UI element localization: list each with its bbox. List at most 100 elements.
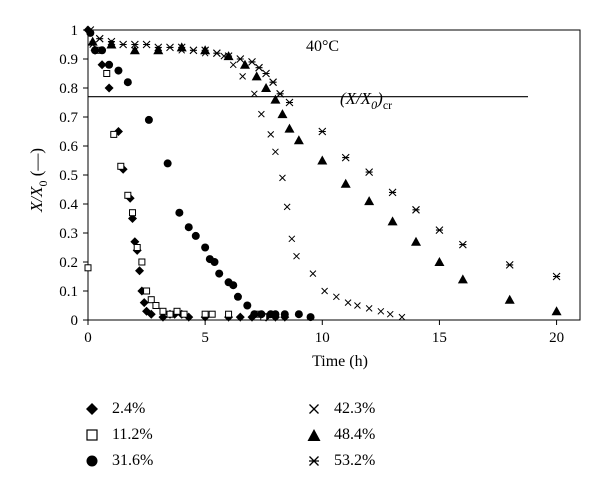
diamond-data-point bbox=[146, 309, 156, 319]
legend-label: 42.3% bbox=[334, 400, 376, 417]
y-tick-label: 0.1 bbox=[59, 284, 78, 300]
square-data-point bbox=[225, 310, 233, 318]
asterisk-data-point bbox=[269, 78, 277, 87]
asterisk-data-point bbox=[552, 272, 561, 281]
circle-data-point bbox=[191, 231, 200, 240]
asterisk-data-point bbox=[435, 226, 444, 234]
y-tick-label: 0.5 bbox=[59, 168, 78, 184]
square-data-point bbox=[147, 296, 155, 304]
legend-label: 48.4% bbox=[334, 426, 376, 443]
triangle-data-point bbox=[387, 216, 398, 226]
triangle-data-point bbox=[411, 236, 421, 246]
legend-item-11-2: 11.2% bbox=[84, 426, 153, 444]
square-data-point bbox=[133, 244, 141, 251]
circle-data-point bbox=[280, 310, 289, 319]
square-marker-icon bbox=[86, 429, 98, 441]
triangle-data-point bbox=[457, 274, 468, 284]
cross-data-point bbox=[344, 299, 352, 306]
diamond-data-point bbox=[139, 298, 149, 308]
circle-data-point bbox=[144, 115, 153, 124]
cross-data-point bbox=[354, 302, 361, 309]
circle-data-point bbox=[250, 310, 259, 319]
diamond-marker-icon bbox=[86, 403, 98, 415]
square-data-point bbox=[129, 209, 137, 217]
asterisk-data-point bbox=[224, 52, 233, 60]
x-tick-label: 0 bbox=[84, 330, 92, 346]
asterisk-data-point bbox=[107, 37, 116, 46]
circle-data-point bbox=[271, 310, 280, 319]
square-data-point bbox=[117, 162, 125, 170]
cross-data-point bbox=[288, 235, 296, 243]
square-data-point bbox=[166, 310, 174, 318]
y-tick-label: 0 bbox=[71, 313, 79, 329]
legend-item-53-2: 53.2% bbox=[306, 452, 375, 470]
legend-label: 31.6% bbox=[112, 452, 154, 469]
diamond-data-point bbox=[104, 83, 114, 93]
triangle-data-point bbox=[106, 39, 117, 49]
legend-label: 53.2% bbox=[334, 452, 376, 469]
circle-data-point bbox=[215, 269, 224, 278]
square-data-point bbox=[84, 264, 92, 272]
triangle-data-point bbox=[340, 178, 351, 188]
asterisk-data-point bbox=[236, 55, 245, 63]
cross-data-point bbox=[279, 174, 286, 182]
axis-ticks: 0 5 10 15 20 0 0.1 0.2 0.3 0.4 0.5 0.6 0.7 0.8 0.9 1 bbox=[59, 23, 564, 346]
cross-data-point bbox=[377, 307, 385, 315]
circle-data-point bbox=[257, 310, 266, 319]
circle-data-point bbox=[233, 292, 242, 301]
x-tick-label: 15 bbox=[432, 330, 447, 346]
y-tick-label: 0.2 bbox=[59, 255, 78, 271]
triangle-data-point bbox=[270, 94, 281, 104]
legend-item-2-4: 2.4% bbox=[84, 400, 145, 418]
asterisk-data-point bbox=[458, 240, 467, 249]
asterisk-data-point bbox=[365, 168, 374, 176]
circle-data-point bbox=[294, 310, 303, 319]
asterisk-data-point bbox=[189, 46, 198, 55]
asterisk-data-point bbox=[177, 43, 186, 52]
square-data-point bbox=[201, 310, 209, 318]
square-data-point bbox=[173, 307, 181, 315]
legend-label: 2.4% bbox=[112, 400, 146, 417]
square-data-point bbox=[152, 302, 160, 309]
legend-label: 11.2% bbox=[112, 426, 153, 443]
diamond-data-point bbox=[128, 214, 138, 223]
y-tick-label: 0.3 bbox=[59, 226, 78, 242]
plot-frame bbox=[87, 29, 581, 321]
cross-data-point bbox=[239, 73, 246, 80]
triangle-data-point bbox=[364, 196, 375, 206]
critical-ratio-label: (X/X0)cr bbox=[340, 89, 392, 112]
circle-data-point bbox=[98, 46, 107, 55]
asterisk-data-point bbox=[154, 43, 163, 52]
circle-data-point bbox=[86, 28, 95, 37]
x-tick-label: 5 bbox=[201, 330, 209, 346]
asterisk-data-point bbox=[255, 63, 263, 72]
asterisk-data-point bbox=[262, 69, 270, 78]
triangle-data-point bbox=[551, 306, 562, 316]
triangle-data-point bbox=[277, 109, 288, 119]
y-tick-label: 0.6 bbox=[59, 139, 78, 155]
y-tick-label: 0.4 bbox=[59, 197, 78, 213]
triangle-data-point bbox=[239, 59, 250, 69]
cross-data-point bbox=[332, 293, 340, 301]
asterisk-data-point bbox=[388, 188, 397, 197]
cross-data-point bbox=[283, 203, 291, 211]
asterisk-data-point bbox=[341, 153, 350, 162]
cross-data-point bbox=[267, 131, 275, 138]
circle-data-point bbox=[175, 208, 184, 217]
asterisk-data-point bbox=[276, 89, 285, 98]
circle-data-point bbox=[184, 223, 193, 232]
legend-item-48-4: 48.4% bbox=[306, 426, 375, 444]
cross-data-point bbox=[321, 287, 328, 295]
y-tick-label: 1 bbox=[71, 23, 79, 39]
asterisk-marker-icon bbox=[309, 456, 319, 466]
asterisk-data-point bbox=[248, 58, 256, 66]
diamond-data-point bbox=[97, 60, 107, 70]
circle-marker-icon bbox=[86, 455, 98, 467]
plot-border bbox=[87, 29, 581, 321]
cross-data-point bbox=[365, 305, 373, 312]
triangle-data-point bbox=[251, 71, 262, 81]
circle-data-point bbox=[201, 243, 210, 252]
triangle-data-point bbox=[504, 294, 515, 304]
diamond-data-point bbox=[130, 237, 140, 247]
square-data-point bbox=[103, 70, 111, 77]
